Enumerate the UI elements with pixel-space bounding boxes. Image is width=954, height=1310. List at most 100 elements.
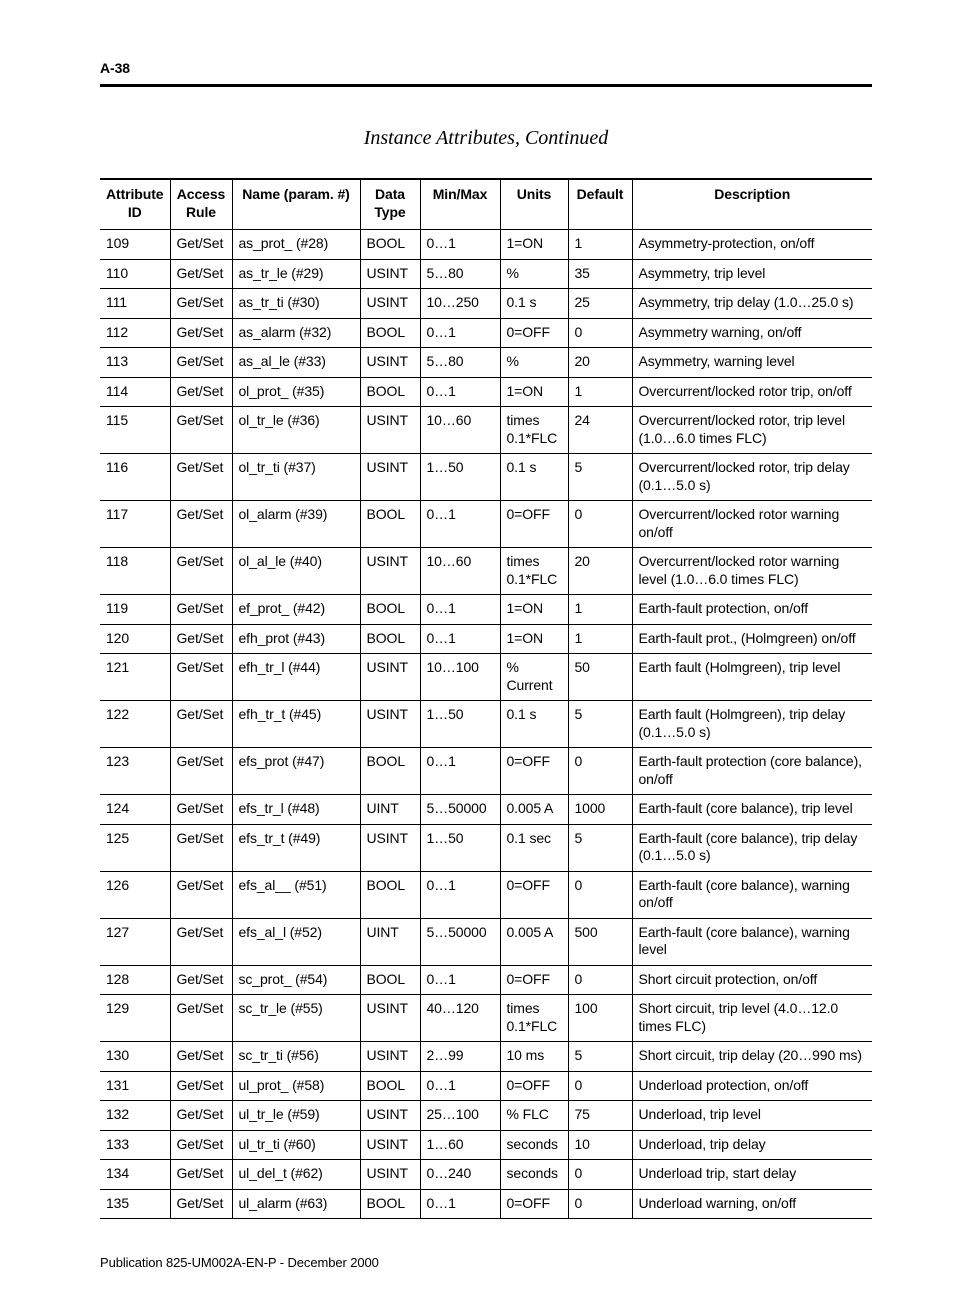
cell: Overcurrent/locked rotor, trip delay (0.…	[632, 454, 872, 501]
cell: Earth fault (Holmgreen), trip delay (0.1…	[632, 701, 872, 748]
cell: 126	[100, 871, 170, 918]
table-row: 135Get/Setul_alarm (#63)BOOL0…10=OFF0Und…	[100, 1189, 872, 1219]
cell: 131	[100, 1071, 170, 1101]
cell: Get/Set	[170, 595, 232, 625]
cell: 1	[568, 595, 632, 625]
cell: 5	[568, 454, 632, 501]
cell: as_alarm (#32)	[232, 318, 360, 348]
cell: 40…120	[420, 995, 500, 1042]
cell: Underload protection, on/off	[632, 1071, 872, 1101]
cell: 0=OFF	[500, 1071, 568, 1101]
cell: 5…80	[420, 259, 500, 289]
table-body: 109Get/Setas_prot_ (#28)BOOL0…11=ON1Asym…	[100, 230, 872, 1219]
cell: 10 ms	[500, 1042, 568, 1072]
cell: Get/Set	[170, 1071, 232, 1101]
cell: 113	[100, 348, 170, 378]
cell: Get/Set	[170, 965, 232, 995]
cell: Asymmetry warning, on/off	[632, 318, 872, 348]
table-row: 109Get/Setas_prot_ (#28)BOOL0…11=ON1Asym…	[100, 230, 872, 260]
cell: 5…50000	[420, 795, 500, 825]
cell: ol_tr_le (#36)	[232, 407, 360, 454]
cell: USINT	[360, 701, 420, 748]
table-row: 111Get/Setas_tr_ti (#30)USINT10…2500.1 s…	[100, 289, 872, 319]
table-row: 110Get/Setas_tr_le (#29)USINT5…80%35Asym…	[100, 259, 872, 289]
cell: Overcurrent/locked rotor warning level (…	[632, 548, 872, 595]
table-row: 122Get/Setefh_tr_t (#45)USINT1…500.1 s5E…	[100, 701, 872, 748]
cell: 25…100	[420, 1101, 500, 1131]
cell: Short circuit, trip delay (20…990 ms)	[632, 1042, 872, 1072]
cell: 0…240	[420, 1160, 500, 1190]
cell: Get/Set	[170, 654, 232, 701]
cell: 114	[100, 377, 170, 407]
cell: USINT	[360, 1130, 420, 1160]
cell: Asymmetry-protection, on/off	[632, 230, 872, 260]
table-row: 114Get/Setol_prot_ (#35)BOOL0…11=ON1Over…	[100, 377, 872, 407]
cell: 5	[568, 1042, 632, 1072]
col-description: Description	[632, 179, 872, 230]
cell: USINT	[360, 824, 420, 871]
cell: Get/Set	[170, 1160, 232, 1190]
cell: 133	[100, 1130, 170, 1160]
cell: 1…60	[420, 1130, 500, 1160]
page-title: Instance Attributes, Continued	[100, 127, 872, 150]
cell: 1	[568, 230, 632, 260]
cell: Get/Set	[170, 501, 232, 548]
cell: 0…1	[420, 624, 500, 654]
cell: UINT	[360, 918, 420, 965]
cell: Underload, trip level	[632, 1101, 872, 1131]
cell: 5…80	[420, 348, 500, 378]
cell: as_tr_le (#29)	[232, 259, 360, 289]
cell: BOOL	[360, 1071, 420, 1101]
cell: USINT	[360, 348, 420, 378]
cell: USINT	[360, 995, 420, 1042]
cell: ol_alarm (#39)	[232, 501, 360, 548]
cell: Get/Set	[170, 918, 232, 965]
cell: ol_tr_ti (#37)	[232, 454, 360, 501]
cell: 0	[568, 965, 632, 995]
cell: Get/Set	[170, 995, 232, 1042]
table-row: 130Get/Setsc_tr_ti (#56)USINT2…9910 ms5S…	[100, 1042, 872, 1072]
cell: % Current	[500, 654, 568, 701]
cell: USINT	[360, 454, 420, 501]
cell: times 0.1*FLC	[500, 995, 568, 1042]
cell: Get/Set	[170, 871, 232, 918]
cell: 10…60	[420, 407, 500, 454]
cell: 0…1	[420, 230, 500, 260]
cell: BOOL	[360, 501, 420, 548]
cell: ol_prot_ (#35)	[232, 377, 360, 407]
col-attribute-id: AttributeID	[100, 179, 170, 230]
cell: as_prot_ (#28)	[232, 230, 360, 260]
cell: times 0.1*FLC	[500, 548, 568, 595]
table-row: 127Get/Setefs_al_l (#52)UINT5…500000.005…	[100, 918, 872, 965]
table-row: 119Get/Setef_prot_ (#42)BOOL0…11=ON1Eart…	[100, 595, 872, 625]
cell: seconds	[500, 1130, 568, 1160]
table-row: 128Get/Setsc_prot_ (#54)BOOL0…10=OFF0Sho…	[100, 965, 872, 995]
cell: Asymmetry, trip delay (1.0…25.0 s)	[632, 289, 872, 319]
cell: Get/Set	[170, 1189, 232, 1219]
table-row: 129Get/Setsc_tr_le (#55)USINT40…120times…	[100, 995, 872, 1042]
table-row: 120Get/Setefh_prot (#43)BOOL0…11=ON1Eart…	[100, 624, 872, 654]
cell: 135	[100, 1189, 170, 1219]
cell: 121	[100, 654, 170, 701]
cell: 0.1 s	[500, 701, 568, 748]
cell: USINT	[360, 1160, 420, 1190]
cell: Earth-fault (core balance), trip level	[632, 795, 872, 825]
cell: %	[500, 259, 568, 289]
cell: 134	[100, 1160, 170, 1190]
cell: Get/Set	[170, 1130, 232, 1160]
cell: 120	[100, 624, 170, 654]
cell: 0.1 s	[500, 454, 568, 501]
cell: 116	[100, 454, 170, 501]
cell: 0…1	[420, 965, 500, 995]
col-access-rule: AccessRule	[170, 179, 232, 230]
cell: 123	[100, 748, 170, 795]
cell: 0…1	[420, 1189, 500, 1219]
cell: 1=ON	[500, 624, 568, 654]
col-min-max: Min/Max	[420, 179, 500, 230]
cell: 5	[568, 824, 632, 871]
table-row: 134Get/Setul_del_t (#62)USINT0…240second…	[100, 1160, 872, 1190]
cell: Get/Set	[170, 289, 232, 319]
col-units: Units	[500, 179, 568, 230]
cell: USINT	[360, 1042, 420, 1072]
cell: 24	[568, 407, 632, 454]
